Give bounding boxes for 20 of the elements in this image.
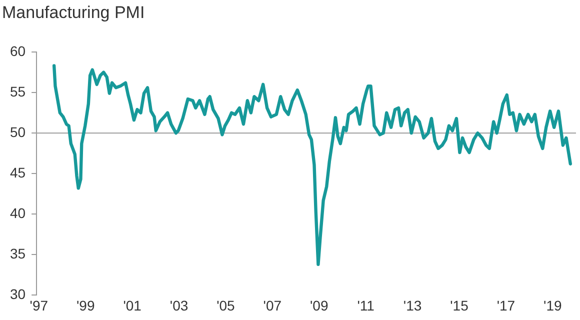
- y-tick-label: 40: [10, 204, 26, 221]
- x-tick-label: '13: [403, 297, 422, 314]
- x-tick-label: '05: [216, 297, 236, 314]
- x-tick-label: '01: [123, 297, 142, 314]
- chart-title: Manufacturing PMI: [2, 3, 145, 23]
- y-tick-label: 30: [10, 286, 26, 302]
- x-tick-label: '07: [263, 297, 282, 314]
- x-tick-label: '97: [30, 297, 48, 314]
- x-tick-label: '99: [76, 297, 95, 314]
- y-tick-label: 60: [10, 42, 26, 59]
- x-tick-label: '19: [544, 297, 562, 314]
- x-tick-label: '09: [310, 297, 328, 314]
- x-tick-label: '17: [496, 297, 516, 314]
- x-tick-label: '15: [450, 297, 469, 314]
- x-tick-label: '11: [357, 297, 375, 314]
- y-tick-label: 55: [10, 83, 26, 100]
- x-tick-label: '03: [170, 297, 188, 314]
- y-tick-label: 50: [10, 124, 26, 140]
- y-tick-label: 45: [10, 164, 26, 180]
- y-tick-label: 35: [10, 246, 26, 262]
